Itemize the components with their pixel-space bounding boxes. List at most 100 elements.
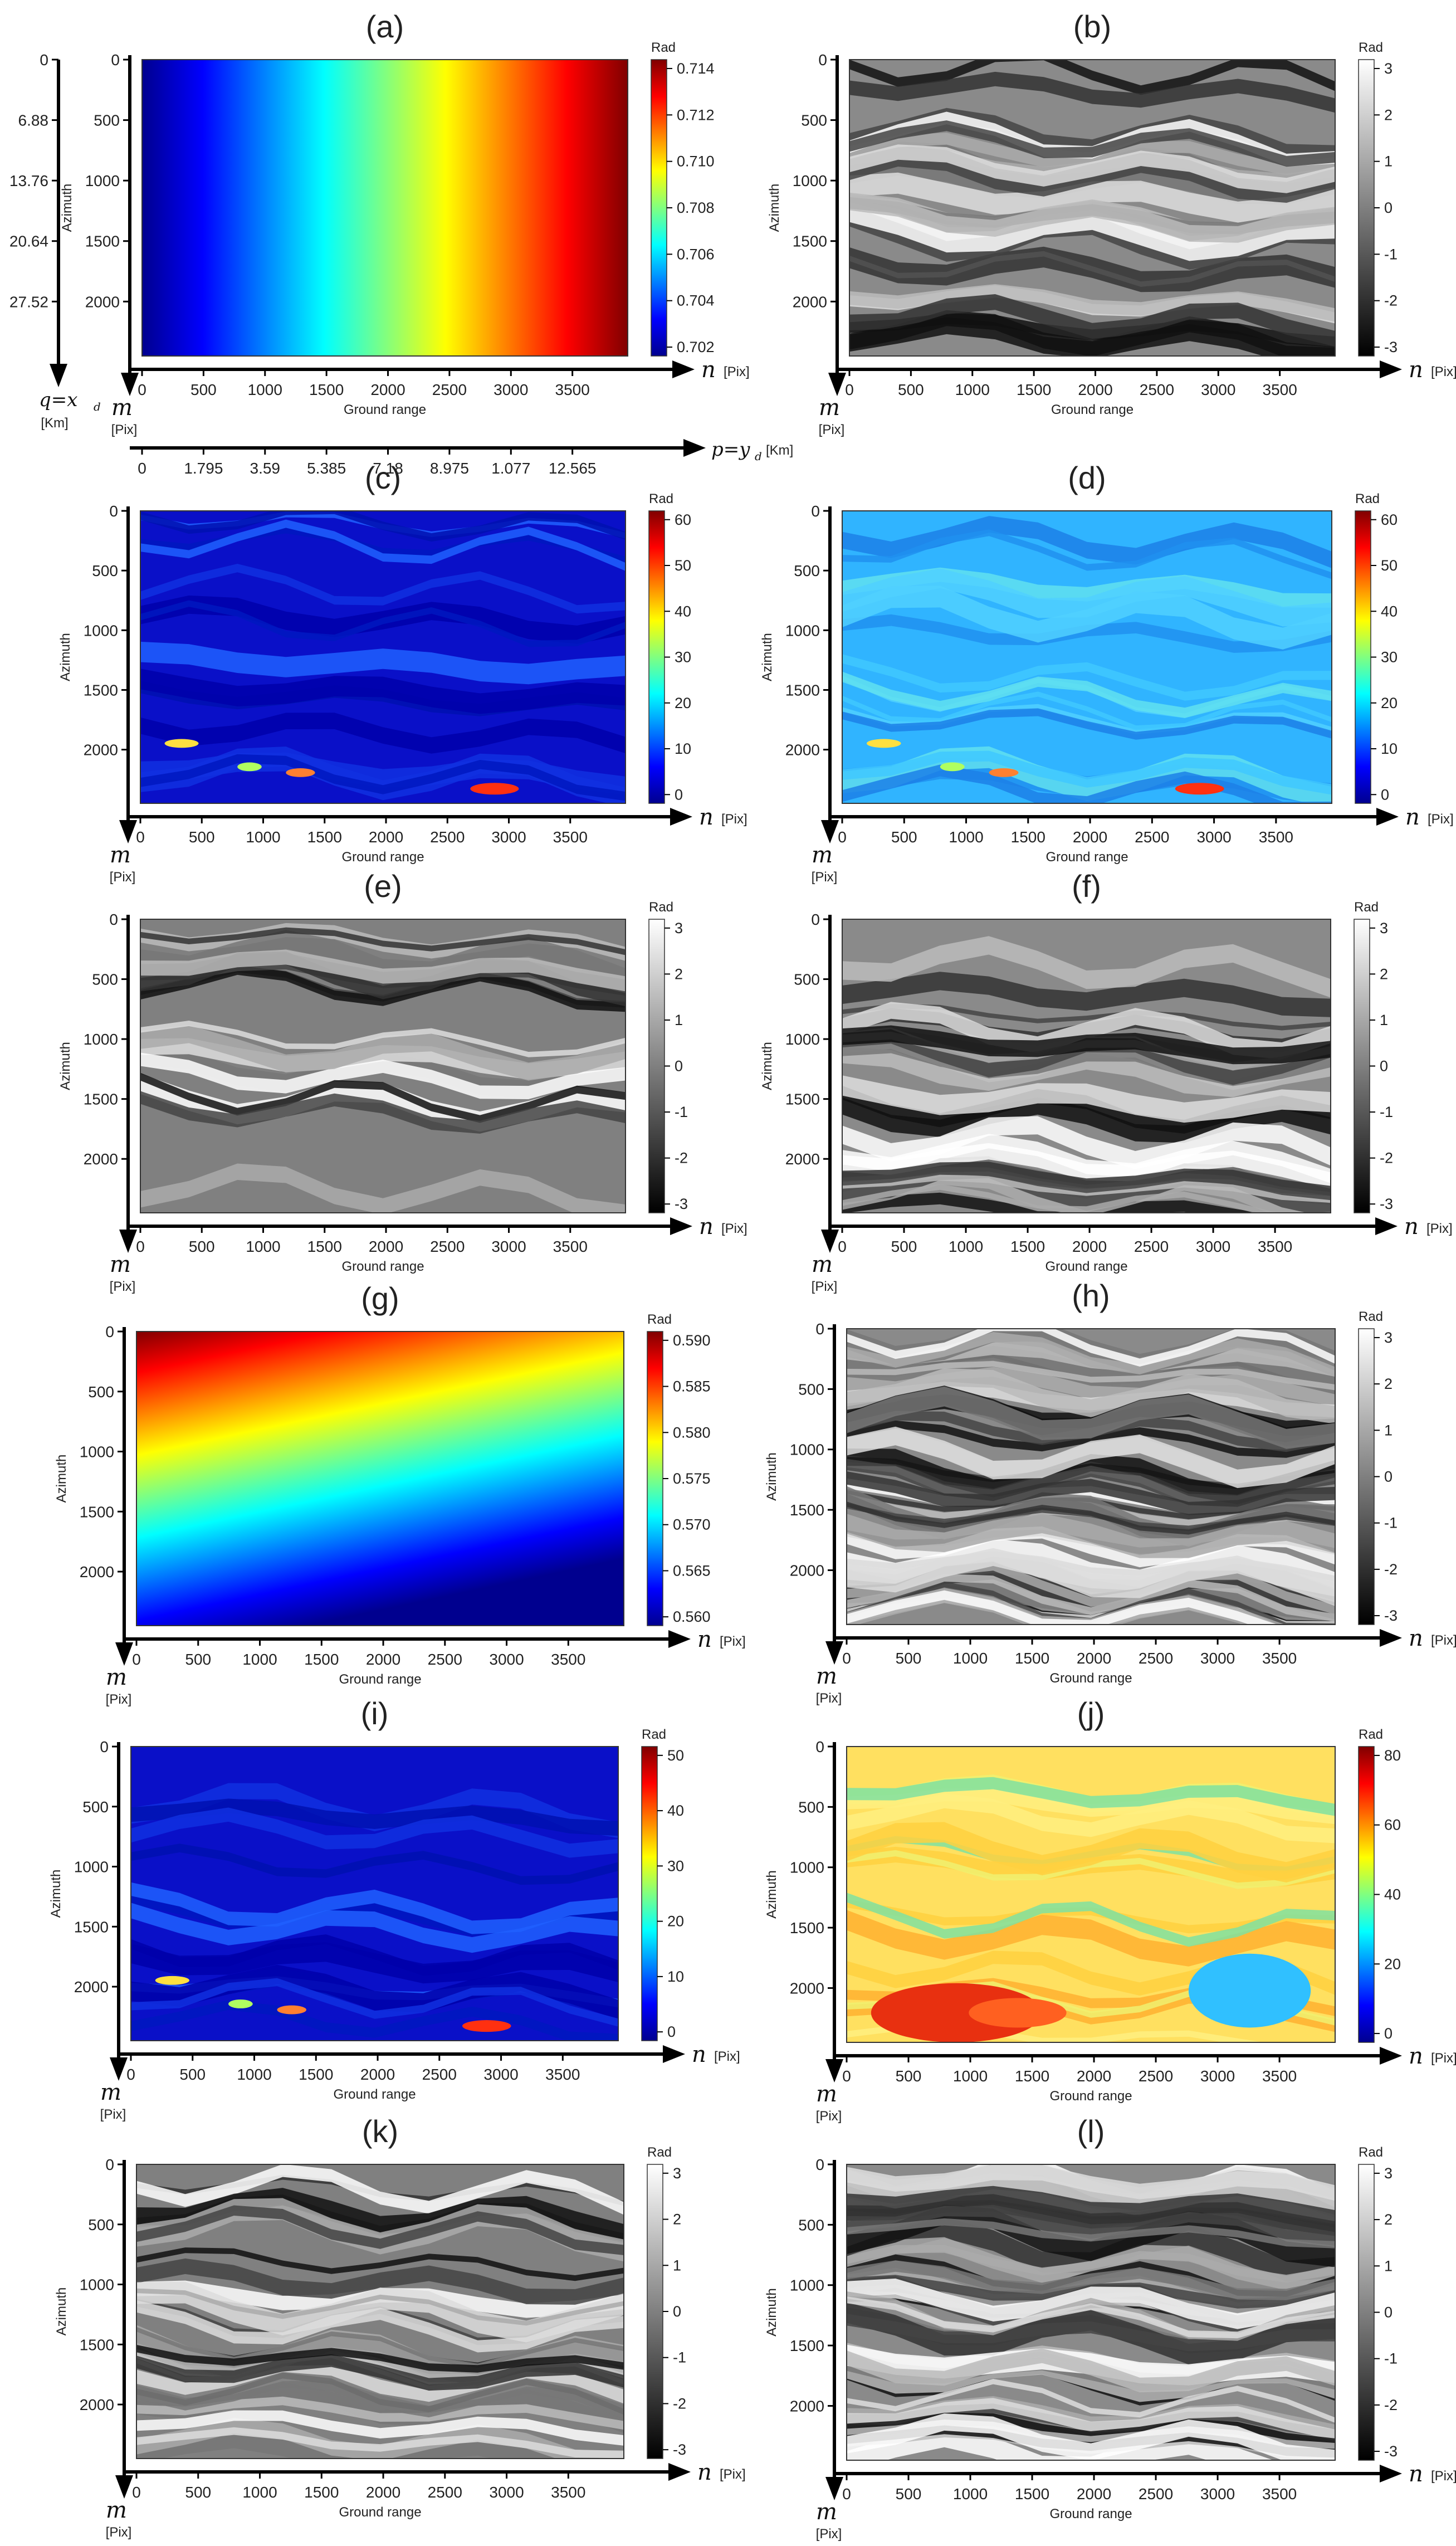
image-frame [846,1328,1336,1625]
colorbar-unit: Rad [1359,1309,1383,1324]
colorbar-tick-label: 0 [1384,1469,1393,1485]
colorbar-tick-label: 60 [675,511,691,528]
colorbar-tick-label: 80 [1384,1747,1401,1764]
y-axis-arrowhead [115,2475,133,2499]
m-symbol: m [110,1252,131,1277]
x-tick-label: 0 [842,1650,851,1667]
colorbar-tick-label: 2 [673,2211,681,2228]
x-axis-title: Ground range [344,402,426,417]
y-axis-title: Azimuth [760,1042,775,1090]
x-axis-title: Ground range [333,2087,416,2102]
x-tick-label: 1500 [1011,828,1045,846]
x-tick-label: 2500 [1140,381,1174,398]
colorbar-tick-label: 0 [1384,199,1393,216]
y-axis-arrowhead [119,820,137,843]
n-symbol: n [701,357,716,383]
colorbar-tick-label: 2 [1384,106,1393,123]
y-tick-label: 1000 [790,2277,824,2294]
x-tick-label: 3000 [1200,2485,1235,2503]
x-tick-label: 500 [896,2485,922,2503]
q-tick-label: 6.88 [18,112,49,129]
x-tick-label: 1000 [248,381,282,398]
y-tick-label: 0 [815,2156,824,2173]
colorbar [651,59,667,357]
colorbar-tick-label: 0 [1384,2304,1393,2321]
y-axis-arrowhead [110,2057,128,2081]
image-frame [141,59,628,357]
p-tick-label: 7.18 [373,460,403,477]
y-tick-label: 2000 [790,1562,824,1579]
x-tick-label: 500 [189,828,215,846]
n-symbol: n [1404,1214,1419,1240]
colorbar-tick-label: 60 [1384,1817,1401,1833]
y-tick-label: 0 [815,1738,824,1755]
x-tick-label: 2000 [1077,2067,1111,2085]
m-symbol: m [816,1664,837,1689]
panel-a-physical-axes: 0 6.88 13.76 20.64 27.52 q=x d [Km] 0 1.795 3.59 5.… [9,51,793,477]
x-tick-label: 2000 [370,381,405,398]
n-symbol: n [1409,357,1423,383]
x-tick-label: 1500 [1017,381,1051,398]
x-tick-label: 2000 [1073,828,1107,846]
colorbar-tick-label: 50 [1381,557,1398,574]
colorbar-tick-label: -3 [1384,2443,1398,2460]
m-unit: [Pix] [812,870,838,885]
x-tick-label: 3500 [1263,381,1297,398]
x-tick-label: 500 [190,381,217,398]
x-tick-label: 3000 [494,381,528,398]
n-symbol: n [697,2460,712,2485]
y-tick-label: 1000 [790,1859,824,1876]
x-tick-label: 500 [891,1238,917,1255]
y-tick-label: 1500 [790,1501,824,1519]
x-axis-title: Ground range [341,850,424,865]
y-tick-label: 1000 [84,622,118,639]
x-tick-label: 3000 [491,1238,526,1255]
x-tick-label: 500 [891,828,917,846]
y-axis-title: Azimuth [58,633,73,681]
x-tick-label: 3500 [1262,2485,1297,2503]
colorbar-unit: Rad [651,40,676,55]
image-frame [846,1746,1336,2043]
colorbar-tick-label: -1 [1380,1104,1393,1120]
colorbar-tick-label: 0.585 [673,1378,711,1395]
x-tick-label: 2000 [1077,2485,1111,2503]
colorbar-tick-label: 0.570 [673,1516,711,1533]
colorbar-tick-label: 0.708 [677,199,715,216]
y-tick-label: 2000 [785,1150,820,1168]
x-tick-label: 0 [842,2485,851,2503]
x-axis-arrowhead [1376,808,1399,826]
panel-image-c [140,511,626,803]
colorbar [647,1331,663,1626]
x-tick-label: 1500 [1015,2067,1049,2085]
colorbar-tick-label: 2 [1380,965,1388,982]
p-tick-label: 1.077 [491,460,530,477]
colorbar-tick-label: 40 [667,1802,684,1819]
y-tick-label: 500 [88,1383,114,1401]
colorbar-tick-label: 20 [667,1913,684,1930]
x-axis-arrowhead [670,1217,692,1235]
colorbar-tick-label: 30 [675,649,691,666]
m-unit: [Pix] [819,422,845,437]
x-tick-label: 0 [136,1238,145,1255]
colorbar-tick-label: 3 [1384,60,1393,77]
x-tick-label: 1000 [949,828,983,846]
colorbar-tick-label: -3 [673,2441,686,2458]
y-tick-label: 1000 [80,1443,114,1461]
colorbar-tick-label: 2 [675,965,683,982]
colorbar-unit: Rad [647,1312,672,1327]
colorbar-tick-label: 0.575 [673,1470,711,1487]
colorbar-tick-label: 1 [675,1012,683,1028]
x-tick-label: 2500 [1134,1238,1169,1255]
y-axis-arrowhead [825,2477,843,2500]
y-tick-label: 1000 [785,1031,820,1048]
colorbar-tick-label: 0 [1384,2025,1393,2042]
colorbar-unit: Rad [649,900,673,915]
y-tick-label: 500 [801,112,827,129]
m-unit: [Pix] [816,2527,842,2542]
y-axis-arrowhead [121,373,139,396]
x-tick-label: 2500 [1135,828,1169,846]
q-tick-label: 13.76 [9,172,48,189]
x-tick-label: 1000 [953,2067,988,2085]
